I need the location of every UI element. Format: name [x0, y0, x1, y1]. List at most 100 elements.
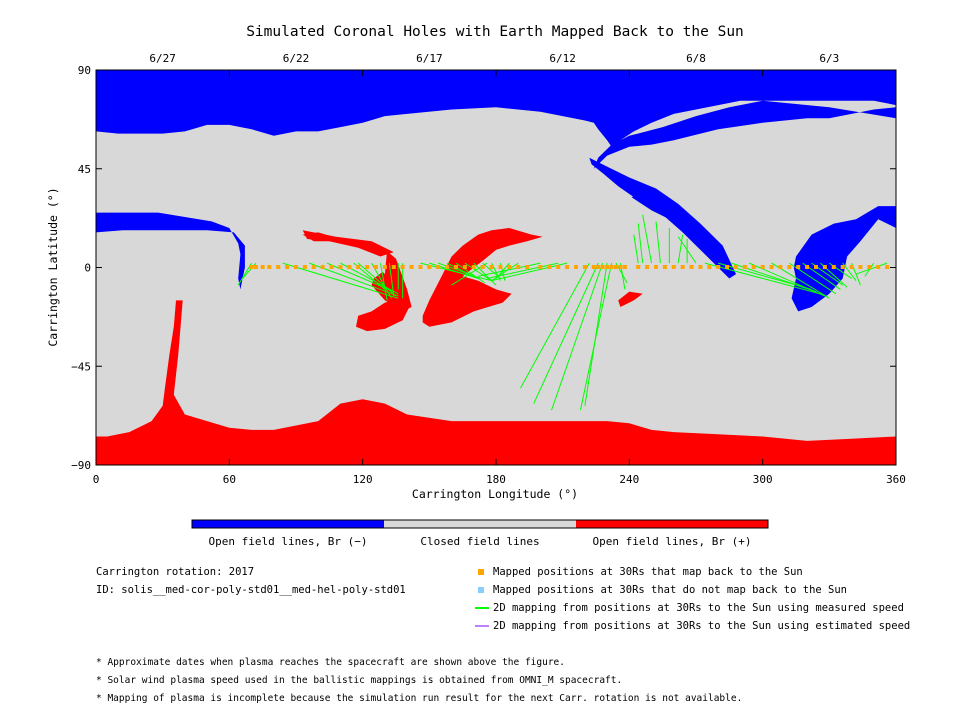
mapped-point — [565, 265, 570, 269]
mapping-line — [473, 262, 497, 286]
mapping-line — [487, 262, 559, 279]
mapping-line — [637, 223, 644, 264]
negative-hole-3 — [791, 206, 896, 312]
mapped-point — [849, 265, 854, 269]
mapped-point — [618, 265, 623, 269]
colorbar-label-closed: Closed field lines — [420, 535, 539, 548]
x-tick-label: 180 — [486, 473, 506, 486]
mapped-point — [418, 265, 423, 269]
x-tick-label: 360 — [886, 473, 906, 486]
mapped-point — [600, 265, 605, 269]
mapped-point — [609, 265, 614, 269]
top-date-label: 6/12 — [549, 52, 576, 65]
mapped-point — [622, 265, 627, 269]
mapped-point — [365, 265, 370, 269]
colorbar-positive — [576, 520, 768, 528]
mapped-point — [329, 265, 334, 269]
mapped-point — [698, 265, 703, 269]
light-blue-square-icon — [478, 587, 484, 593]
mapped-point — [742, 265, 747, 269]
mapping-line — [633, 234, 639, 264]
mapped-point — [574, 265, 578, 269]
mapped-point — [338, 265, 343, 269]
plot-area: 0 60 120 180 240 300 360 −90 −45 0 45 90 6/27 6/22 6/1… — [71, 52, 906, 486]
mapped-point — [347, 265, 352, 269]
y-tick-label: −45 — [71, 360, 91, 373]
footnote-speed: * Solar wind plasma speed used in the ba… — [96, 675, 623, 686]
mapping-line — [491, 262, 568, 282]
mapped-point — [547, 265, 552, 269]
mapped-point — [885, 265, 890, 269]
mapping-line — [642, 214, 653, 264]
legend-item-measured: 2D mapping from positions at 30Rs to the… — [475, 602, 904, 614]
y-tick-label: −90 — [71, 459, 91, 472]
mapped-point — [374, 265, 378, 269]
mapped-point — [489, 265, 494, 269]
legend-item-mapped: Mapped positions at 30Rs that map back t… — [478, 566, 803, 578]
mapped-point — [507, 265, 512, 269]
mapped-point — [454, 265, 458, 269]
y-axis-label: Carrington Latitude (°) — [46, 187, 60, 346]
positive-hole-strip — [302, 230, 394, 257]
carrington-rotation: Carrington rotation: 2017 — [96, 566, 255, 578]
mapped-point — [285, 265, 290, 269]
y-tick-label: 90 — [78, 64, 91, 77]
mapped-point — [831, 265, 836, 269]
mapped-point — [814, 265, 818, 269]
mapped-point — [400, 265, 405, 269]
mapped-point — [867, 265, 872, 269]
mapped-point — [654, 265, 658, 269]
y-tick-label: 45 — [78, 163, 91, 176]
mapped-point — [556, 265, 561, 269]
mapping-line — [520, 262, 590, 389]
mapped-point — [582, 265, 587, 269]
mapping-line — [478, 262, 541, 277]
mapped-point — [716, 265, 721, 269]
mapping-line — [533, 262, 599, 404]
chart-title: Simulated Coronal Holes with Earth Mappe… — [246, 24, 744, 40]
mapped-point — [525, 265, 530, 269]
mapped-point — [294, 265, 298, 269]
x-tick-label: 240 — [619, 473, 639, 486]
top-date-label: 6/8 — [686, 52, 706, 65]
green-line-icon — [475, 607, 489, 609]
mapped-point — [538, 265, 543, 269]
positive-hole-4 — [618, 291, 643, 307]
positive-south-polar-hole — [96, 300, 896, 465]
mapping-line — [491, 262, 519, 282]
mapped-point — [680, 265, 685, 269]
colorbar-closed — [384, 520, 576, 528]
mapped-point — [636, 265, 641, 269]
top-date-label: 6/3 — [819, 52, 839, 65]
mapped-point — [391, 265, 396, 269]
x-tick-label: 0 — [93, 473, 100, 486]
legend-item-unmapped: Mapped positions at 30Rs that do not map… — [478, 584, 847, 596]
top-date-label: 6/22 — [283, 52, 310, 65]
mapping-line — [655, 221, 661, 264]
mapped-point — [662, 265, 667, 269]
mapped-point — [778, 265, 783, 269]
mapped-point — [671, 265, 676, 269]
mapped-point — [471, 265, 476, 269]
top-date-label: 6/17 — [416, 52, 443, 65]
mapped-point — [254, 265, 258, 269]
mapped-point — [591, 265, 596, 269]
mapping-line — [438, 262, 470, 275]
colorbar-negative — [192, 520, 384, 528]
x-tick-label: 120 — [353, 473, 373, 486]
positive-hole-0 — [302, 232, 412, 312]
mapped-point — [302, 265, 307, 269]
negative-north-polar-hole — [96, 70, 896, 169]
colorbar-label-positive: Open field lines, Br (+) — [593, 535, 752, 548]
purple-line-icon — [475, 625, 489, 627]
mapping-line — [677, 236, 697, 264]
mapped-point — [498, 265, 503, 269]
mapped-point — [320, 265, 325, 269]
positive-hole-2 — [422, 228, 543, 327]
mapping-line — [579, 263, 613, 411]
mapped-point — [734, 265, 738, 269]
mapped-point — [427, 265, 432, 269]
closed-field-region — [96, 70, 896, 465]
mapping-line — [357, 262, 397, 297]
